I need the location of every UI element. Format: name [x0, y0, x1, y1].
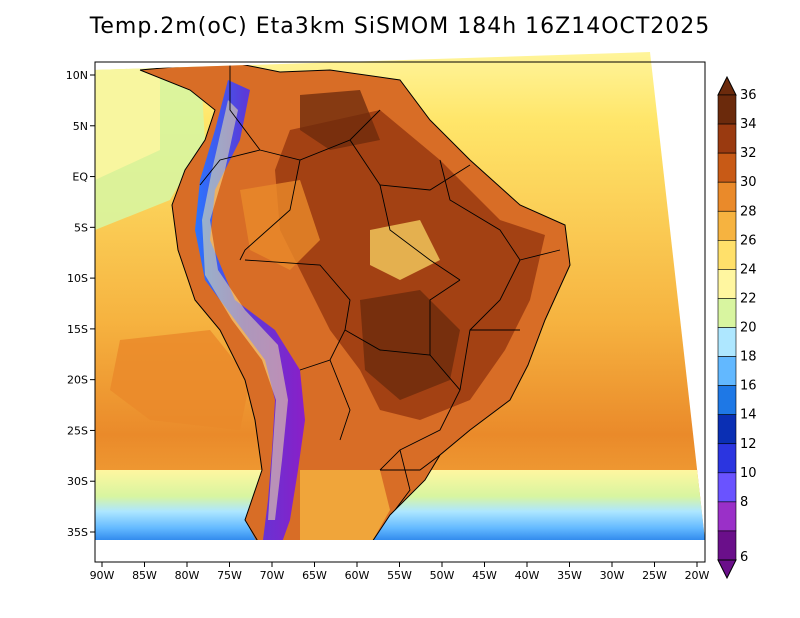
x-tick-label: 65W	[302, 569, 327, 582]
x-tick-label: 40W	[515, 569, 540, 582]
colorbar-segment	[717, 530, 737, 561]
colorbar-label: 34	[740, 117, 757, 132]
colorbar-label: 18	[740, 350, 757, 365]
y-tick-label: 15S	[67, 323, 88, 336]
y-tick-label: 5N	[73, 120, 88, 133]
colorbar-segment	[717, 443, 737, 474]
x-tick-label: 75W	[217, 569, 242, 582]
x-tick-label: 60W	[345, 569, 370, 582]
colorbar-segment	[717, 123, 737, 154]
colorbar-bottom-arrow	[717, 559, 737, 580]
colorbar-label: 6	[740, 550, 748, 565]
x-tick-label: 85W	[132, 569, 157, 582]
colorbar-segment	[717, 181, 737, 212]
x-tick-label: 50W	[430, 569, 455, 582]
x-tick-label: 35W	[557, 569, 582, 582]
colorbar-label: 24	[740, 262, 757, 277]
colorbar: 36 34 32 30 28 26 24 22 20 18 16 14 12 10 8 6	[717, 75, 757, 580]
colorbar-segment	[717, 356, 737, 386]
colorbar-segment	[717, 501, 737, 532]
x-axis: 90W 85W 80W 75W 70W 65W 60W 55W 50W 45W 40W 35W 30W 2…	[90, 562, 710, 582]
x-tick-label: 20W	[685, 569, 710, 582]
country-borders	[199, 65, 561, 511]
y-tick-label: 30S	[67, 475, 88, 488]
temperature-field	[95, 52, 705, 540]
colorbar-label: 32	[740, 146, 757, 161]
y-axis: 10N 5N EQ 5S 10S 15S 20S 25S 30S 35S	[66, 69, 95, 539]
x-tick-label: 70W	[260, 569, 285, 582]
colorbar-segment	[717, 472, 737, 503]
colorbar-segment	[717, 94, 737, 125]
y-tick-label: 10S	[67, 272, 88, 285]
y-tick-label: 35S	[67, 526, 88, 539]
colorbar-label: 10	[740, 466, 757, 481]
x-tick-label: 30W	[600, 569, 625, 582]
colorbar-label: 26	[740, 233, 757, 248]
x-tick-label: 90W	[90, 569, 115, 582]
map-title: Temp.2m(oC) Eta3km SiSMOM 184h 16Z14OCT2…	[89, 14, 711, 39]
y-tick-label: 25S	[67, 424, 88, 437]
x-tick-label: 55W	[387, 569, 412, 582]
colorbar-segment	[717, 210, 737, 241]
colorbar-label: 8	[740, 495, 748, 510]
colorbar-top-arrow	[717, 75, 737, 96]
colorbar-segment	[717, 240, 737, 270]
y-tick-label: 5S	[74, 221, 88, 234]
colorbar-label: 16	[740, 379, 757, 394]
colorbar-label: 22	[740, 291, 757, 306]
colorbar-label: 12	[740, 437, 757, 452]
y-tick-label: 20S	[67, 374, 88, 387]
x-tick-label: 80W	[175, 569, 200, 582]
x-tick-label: 25W	[642, 569, 667, 582]
colorbar-label: 14	[740, 408, 757, 423]
colorbar-segment	[717, 152, 737, 183]
y-tick-label: EQ	[72, 171, 88, 184]
colorbar-segment	[717, 385, 737, 415]
colorbar-segment	[717, 327, 737, 357]
colorbar-label: 36	[740, 88, 757, 103]
colorbar-label: 30	[740, 175, 757, 190]
y-tick-label: 10N	[66, 69, 88, 82]
colorbar-segment	[717, 269, 737, 299]
x-tick-label: 45W	[472, 569, 497, 582]
colorbar-segment	[717, 298, 737, 328]
colorbar-label: 20	[740, 321, 757, 336]
colorbar-label: 28	[740, 204, 757, 219]
colorbar-segment	[717, 414, 737, 445]
